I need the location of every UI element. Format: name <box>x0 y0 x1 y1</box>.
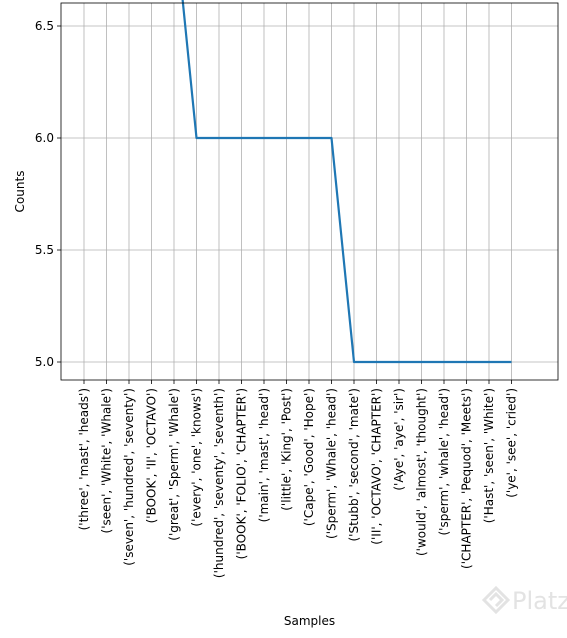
x-tick-label: ('seven', 'hundred', 'seventy') <box>122 388 136 566</box>
y-tick-label: 6.0 <box>35 131 54 145</box>
x-axis-ticks: ('three', 'mast', 'heads') ('seen', 'Whit… <box>77 380 519 578</box>
y-tick-label: 5.0 <box>35 355 54 369</box>
x-tick-label: ('seen', 'White', 'Whale') <box>100 388 114 533</box>
x-tick-label: ('would', 'almost', 'thought') <box>415 388 429 556</box>
x-tick-label: ('Hast', 'seen', 'White') <box>482 388 496 523</box>
x-tick-label: ('II', 'OCTAVO', 'CHAPTER') <box>370 388 384 545</box>
series-line <box>181 0 512 364</box>
x-tick-label: ('Sperm', 'Whale', 'head') <box>325 388 339 539</box>
grid <box>61 3 558 380</box>
platzi-watermark: Platzi <box>481 585 567 615</box>
series-layer <box>181 0 512 364</box>
y-tick-label: 5.5 <box>35 243 54 257</box>
x-tick-label: ('every', 'one', 'knows') <box>190 388 204 527</box>
x-tick-label: ('ye', 'see', 'cried') <box>505 388 519 498</box>
x-tick-label: ('Stubb', 'second', 'mate') <box>347 388 361 542</box>
x-tick-label: ('Cape', 'Good', 'Hope') <box>302 388 316 526</box>
x-axis-label: Samples <box>284 614 335 628</box>
plot-frame <box>60 2 559 381</box>
y-axis-label: Counts <box>13 171 27 213</box>
platzi-logo-icon <box>481 585 511 615</box>
x-tick-label: ('three', 'mast', 'heads') <box>77 388 91 530</box>
x-tick-label: ('CHAPTER', 'Pequod', 'Meets') <box>460 388 474 569</box>
x-tick-label: ('main', 'mast', 'head') <box>257 388 271 522</box>
x-tick-label: ('Aye', 'aye', 'sir') <box>392 388 406 491</box>
x-tick-label: ('BOOK', 'II', 'OCTAVO') <box>145 388 159 523</box>
watermark-text: Platzi <box>512 587 567 615</box>
y-tick-label: 6.5 <box>35 19 54 33</box>
x-tick-label: ('great', 'Sperm', 'Whale') <box>167 388 181 541</box>
x-tick-label: ('BOOK', 'FOLIO', 'CHAPTER') <box>235 388 249 559</box>
y-axis-ticks: 5.05.56.06.57.07.58.0 <box>35 19 61 369</box>
x-tick-label: ('little', 'King', 'Post') <box>280 388 294 511</box>
x-tick-label: ('sperm', 'whale', 'head') <box>437 388 451 536</box>
x-tick-label: ('hundred', 'seventy', 'seventh') <box>212 388 226 578</box>
